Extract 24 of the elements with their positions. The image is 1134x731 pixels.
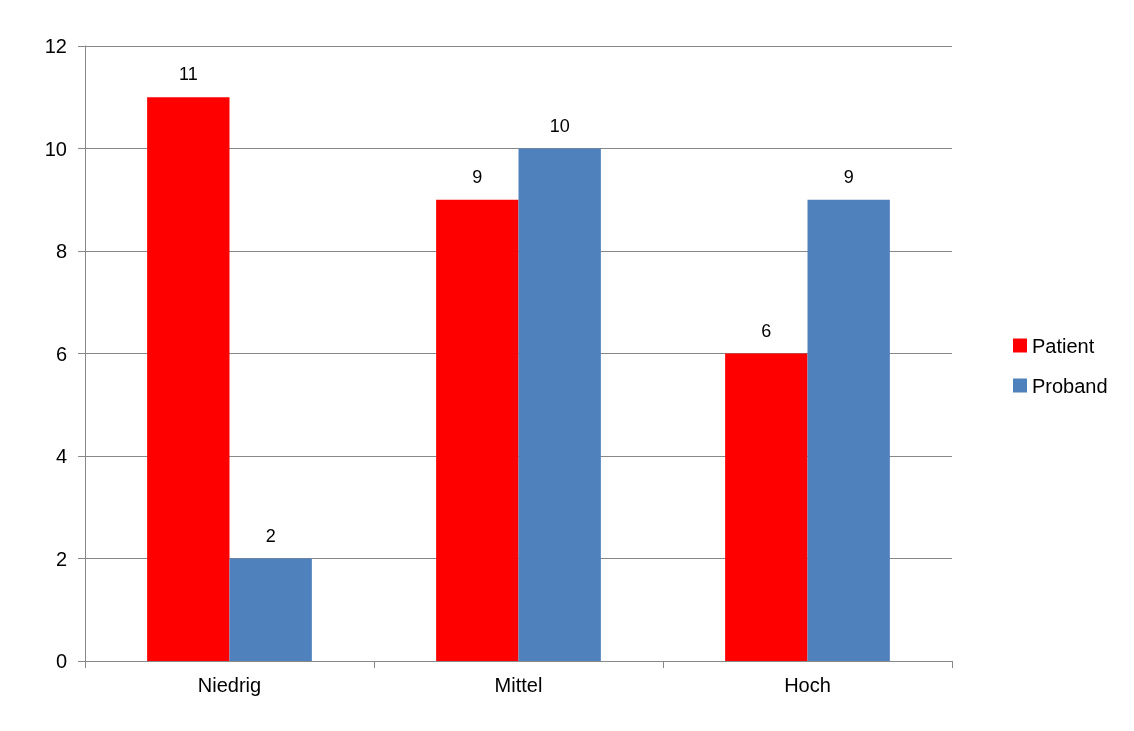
data-label: 6 (761, 320, 772, 341)
y-tick-label: 0 (55, 650, 67, 672)
bar (436, 199, 519, 661)
y-tick-label: 2 (55, 547, 67, 570)
y-tick-label: 10 (44, 137, 67, 160)
bar (807, 199, 890, 661)
legend-label: Proband (1032, 374, 1108, 397)
legend-label: Patient (1032, 334, 1095, 357)
bar (229, 558, 312, 661)
y-tick-label: 6 (55, 342, 67, 365)
data-label: 11 (178, 64, 198, 85)
bar (725, 353, 808, 661)
data-label: 2 (265, 525, 276, 546)
x-tick-label: Mittel (494, 674, 543, 696)
y-tick-label: 4 (55, 445, 67, 467)
bar (147, 97, 230, 661)
y-tick-label: 12 (44, 35, 67, 57)
data-label: 9 (472, 166, 483, 187)
data-label: 9 (843, 166, 854, 187)
y-tick-label: 8 (55, 240, 67, 262)
bar (518, 148, 601, 661)
x-tick-label: Niedrig (197, 674, 262, 696)
data-label: 10 (549, 115, 570, 136)
x-tick-label: Hoch (784, 674, 831, 696)
